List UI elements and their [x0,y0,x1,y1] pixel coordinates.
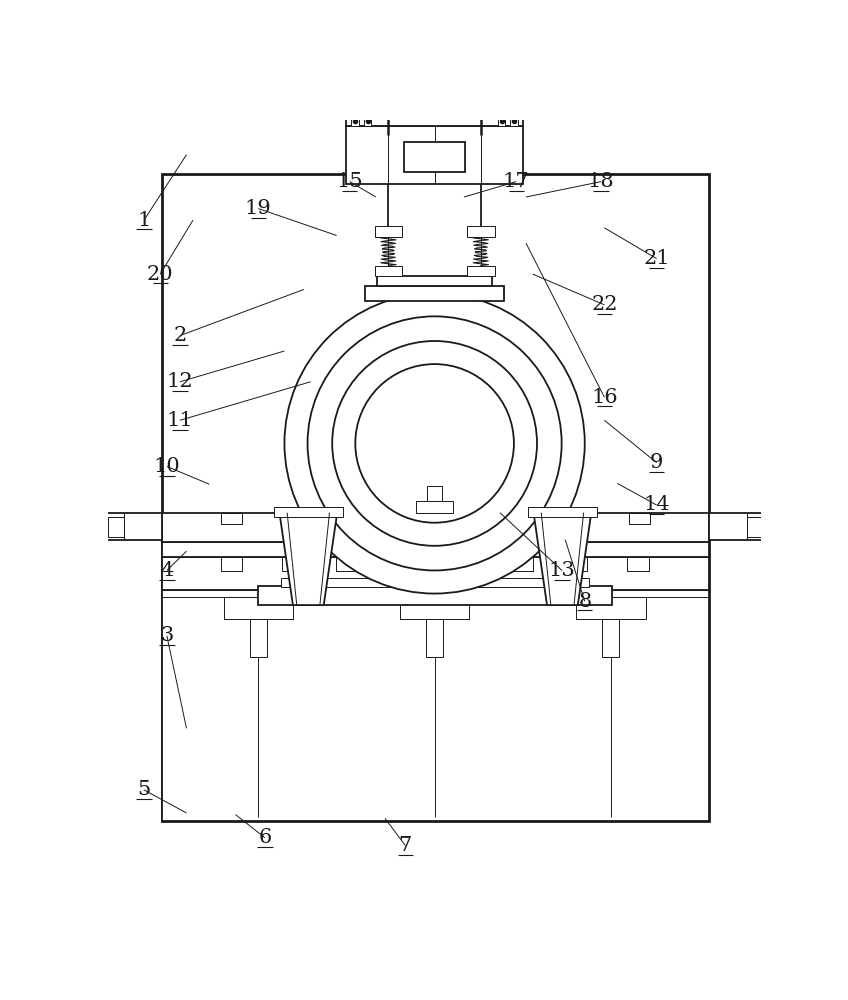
Text: 9: 9 [650,453,663,472]
Bar [346,115,523,126]
Bar [281,578,589,587]
Bar [162,542,709,557]
Text: 18: 18 [588,172,615,191]
Bar [282,557,304,571]
Bar [628,513,650,524]
Text: 21: 21 [644,249,670,268]
Text: 2: 2 [173,326,187,345]
Bar [400,597,469,619]
Bar [258,586,611,605]
Bar [709,513,767,540]
Bar [473,115,488,135]
Bar [404,142,466,172]
Bar [365,286,504,301]
Bar [451,557,473,571]
Bar [577,597,645,619]
Bar [510,115,518,126]
Bar [424,513,445,524]
Text: 3: 3 [160,626,174,645]
Text: 15: 15 [337,172,363,191]
Text: 13: 13 [549,561,575,580]
Bar [467,226,494,237]
Text: 20: 20 [147,264,174,284]
Bar [377,276,493,286]
Bar [416,501,453,513]
Text: 10: 10 [153,457,181,476]
Bar [602,619,619,657]
Bar [220,557,242,571]
Text: 1: 1 [137,211,151,230]
Text: 12: 12 [167,372,193,391]
Circle shape [308,316,561,570]
Bar [162,174,709,821]
Text: 17: 17 [503,172,529,191]
Text: 11: 11 [166,411,193,430]
Text: 5: 5 [137,780,151,799]
Bar [364,115,371,126]
Bar [566,557,587,571]
Bar [467,266,494,276]
Text: 6: 6 [258,828,271,847]
Bar [424,557,445,571]
Bar [375,266,402,276]
Text: 22: 22 [591,295,617,314]
Bar [274,507,343,517]
Circle shape [355,364,514,523]
Bar [398,557,419,571]
Circle shape [332,341,537,546]
Bar [224,597,293,619]
Bar [527,507,597,517]
Polygon shape [280,513,338,605]
Circle shape [284,293,585,594]
Bar [747,517,762,537]
Bar [346,126,523,184]
Bar [490,513,511,524]
Bar [375,226,402,237]
Bar [360,513,381,524]
Text: 16: 16 [591,388,617,407]
Polygon shape [533,513,591,605]
Bar [560,513,581,524]
Text: 4: 4 [160,561,174,580]
Text: 19: 19 [245,199,271,218]
Bar [351,115,360,126]
Bar [628,557,649,571]
Bar [104,513,162,540]
Bar [109,517,124,537]
Bar [250,619,267,657]
Text: 14: 14 [644,495,670,514]
Bar [162,557,709,590]
Bar [511,557,533,571]
Bar [290,513,311,524]
Text: 7: 7 [399,836,412,855]
Text: 8: 8 [578,592,591,611]
Bar [381,115,396,135]
Bar [220,513,242,524]
Bar [162,590,709,821]
Bar [336,557,358,571]
Bar [427,486,443,501]
Bar [498,115,505,126]
Bar [427,619,443,657]
Bar [162,513,709,542]
